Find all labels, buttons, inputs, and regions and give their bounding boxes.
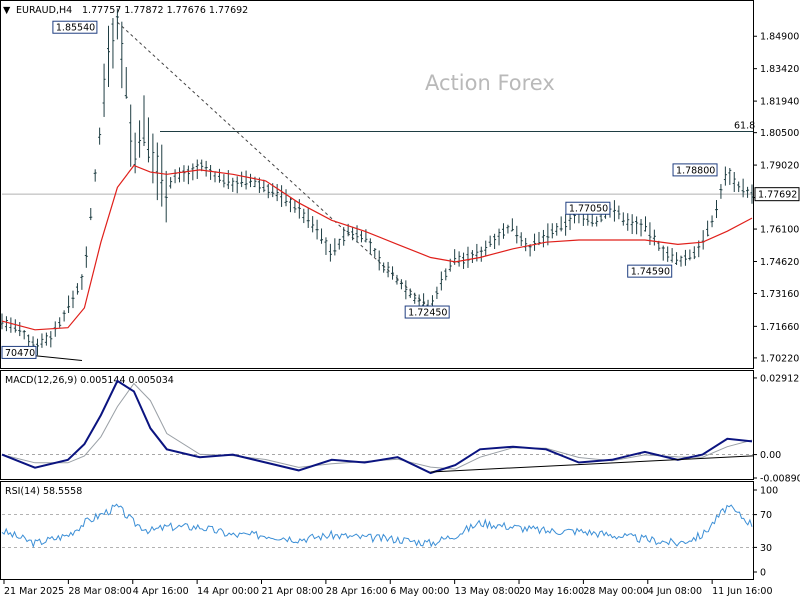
watermark: Action Forex (425, 71, 555, 95)
x-tick-label: 28 Mar 08:00 (68, 586, 131, 597)
price-annotation-box (52, 20, 98, 34)
price-annotation-label: 1.85540 (56, 23, 95, 34)
rsi-y-tick-label: 100 (760, 486, 778, 497)
price-annotation-label: 1.78800 (676, 165, 715, 176)
price-y-tick-label: 1.83420 (760, 64, 799, 75)
x-tick-label: 28 Apr 16:00 (326, 586, 388, 597)
macd-label: MACD(12,26,9) 0.005144 0.005034 (5, 375, 174, 386)
price-y-tick-label: 1.76100 (760, 225, 799, 236)
x-tick-label: 11 Jun 16:00 (712, 586, 772, 597)
price-lines (1, 164, 753, 331)
rsi-y-tick-label: 30 (760, 543, 772, 554)
macd-layer: 0.029123 0.00 -0.008901 (1, 373, 800, 485)
price-y-tick-label: 1.84900 (760, 32, 799, 43)
price-annotation-label: 70470 (5, 348, 35, 359)
fib-61-8-label: 61.8 (734, 121, 755, 132)
price-y-tick-label: 1.74620 (760, 257, 799, 268)
rsi-layer: 100 70 30 0 (1, 486, 778, 579)
price-y-tick-label: 1.73160 (760, 289, 799, 300)
dashed-trendline (117, 21, 431, 310)
price-panel-frame (0, 0, 754, 369)
price-annotation-box (404, 305, 450, 319)
price-y-tick-label: 1.81940 (760, 97, 799, 108)
x-axis: 21 Mar 2025 28 Mar 08:00 4 Apr 16:00 14 Apr… (3, 580, 773, 597)
rsi-label: RSI(14) 58.5558 (5, 486, 82, 497)
x-tick-label: 6 May 00:00 (390, 586, 449, 597)
price-y-tick-label: 1.79020 (760, 161, 799, 172)
price-annotation-box (565, 201, 611, 215)
macd-y-tick-label: 0.00 (760, 450, 781, 461)
macd-trendline (430, 455, 754, 473)
price-annotation-box (672, 163, 718, 177)
current-price-label: 1.77692 (758, 190, 797, 201)
price-annotations: 1.85540 1.72450 1.77050 1.74590 1.78800 70470 (1, 20, 718, 359)
x-tick-label: 21 Apr 08:00 (262, 586, 324, 597)
moving-average-line (1, 164, 753, 331)
price-y-tick-label: 1.80500 (760, 128, 799, 139)
macd-y-tick-label: 0.029123 (760, 373, 800, 384)
price-y-tick-label: 1.70220 (760, 353, 799, 364)
price-y-axis: 1.849001.834201.819401.805001.790201.775… (753, 32, 800, 364)
x-tick-label: 4 Apr 16:00 (133, 586, 189, 597)
current-price-box (754, 187, 800, 202)
x-tick-label: 4 Jun 08:00 (648, 586, 702, 597)
price-annotation-label: 1.77050 (569, 204, 608, 215)
x-tick-label: 14 Apr 00:00 (197, 586, 259, 597)
symbol-label: EURAUD,H4 (16, 5, 72, 16)
price-y-tick-label: 1.71660 (760, 322, 799, 333)
price-annotation-box (1, 345, 37, 359)
price-annotation-box (627, 264, 673, 278)
macd-y-tick-label: -0.008901 (760, 474, 800, 485)
x-tick-label: 21 Mar 2025 (4, 586, 64, 597)
rsi-line (1, 503, 753, 549)
rsi-y-tick-label: 0 (760, 568, 766, 579)
rsi-panel-frame (0, 481, 754, 580)
price-annotation-label: 1.72450 (408, 308, 447, 319)
x-tick-label: 20 May 16:00 (519, 586, 584, 597)
collapse-triangle-icon[interactable]: ▼ (3, 5, 11, 16)
x-tick-label: 28 May 00:00 (583, 586, 648, 597)
macd-signal-line (1, 382, 753, 470)
price-grid: 61.8 (1, 21, 755, 362)
x-tick-label: 13 May 08:00 (455, 586, 520, 597)
price-annotation-label: 1.74590 (631, 267, 670, 278)
price-bars (0, 8, 754, 356)
ohlc-values: 1.77757 1.77872 1.77676 1.77692 (82, 5, 248, 16)
macd-main-line (1, 379, 753, 475)
rsi-y-tick-label: 70 (760, 510, 772, 521)
